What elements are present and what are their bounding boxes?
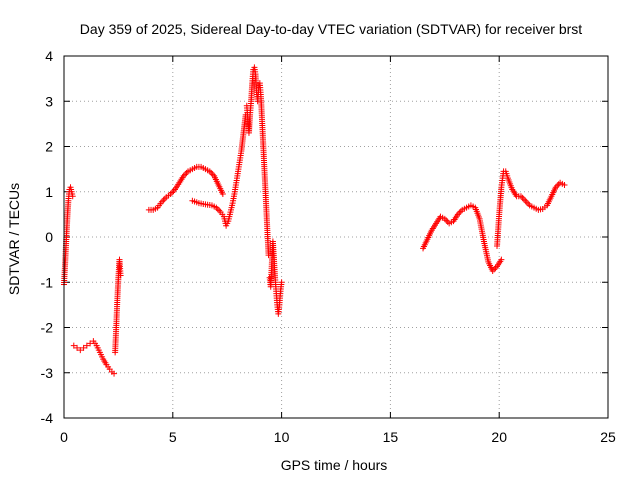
- data-point: [519, 194, 526, 201]
- data-point: [111, 370, 118, 377]
- data-point: [77, 347, 84, 354]
- data-point: [117, 272, 124, 279]
- y-tick-label: 3: [45, 93, 53, 109]
- y-tick-label: -3: [41, 365, 54, 381]
- grid: [64, 56, 608, 418]
- data-point: [520, 196, 527, 203]
- data-point: [278, 279, 285, 286]
- data-point: [457, 208, 464, 215]
- data-point: [561, 181, 568, 188]
- data-point: [83, 342, 90, 349]
- data-point: [69, 193, 76, 200]
- data-point: [498, 256, 505, 263]
- x-tick-label: 10: [274, 429, 290, 445]
- data-point: [525, 200, 532, 207]
- data-point: [214, 206, 221, 213]
- data-point: [523, 199, 530, 206]
- y-tick-label: 0: [45, 229, 53, 245]
- data-point: [160, 197, 167, 204]
- y-tick-label: 4: [45, 48, 53, 64]
- chart-title: Day 359 of 2025, Sidereal Day-to-day VTE…: [80, 21, 582, 37]
- y-tick-label: -1: [41, 274, 54, 290]
- x-tick-label: 5: [169, 429, 177, 445]
- plot-frame: [63, 55, 609, 419]
- data-point: [80, 344, 87, 351]
- data-point: [183, 169, 190, 176]
- data-points: [61, 64, 568, 377]
- data-point: [169, 189, 176, 196]
- y-axis-label: SDTVAR / TECUs: [6, 183, 22, 295]
- y-tick-label: -4: [41, 410, 54, 426]
- data-point: [216, 207, 223, 214]
- y-tick-label: 1: [45, 184, 53, 200]
- data-point: [219, 191, 226, 198]
- y-tick-label: 2: [45, 139, 53, 155]
- data-point: [70, 342, 77, 349]
- y-tick-label: -2: [41, 320, 54, 336]
- x-tick-label: 0: [60, 429, 68, 445]
- x-tick-label: 15: [383, 429, 399, 445]
- data-point: [522, 197, 529, 204]
- data-point: [208, 169, 215, 176]
- axis-ticks: 0 5 10 15 20 25 -4 -3 -2 -1 0 1 2 3 4: [41, 48, 616, 445]
- x-tick-label: 25: [600, 429, 616, 445]
- x-tick-label: 20: [491, 429, 507, 445]
- data-point: [74, 344, 81, 351]
- x-axis-label: GPS time / hours: [281, 457, 388, 473]
- data-point: [161, 195, 168, 202]
- data-point: [265, 252, 272, 259]
